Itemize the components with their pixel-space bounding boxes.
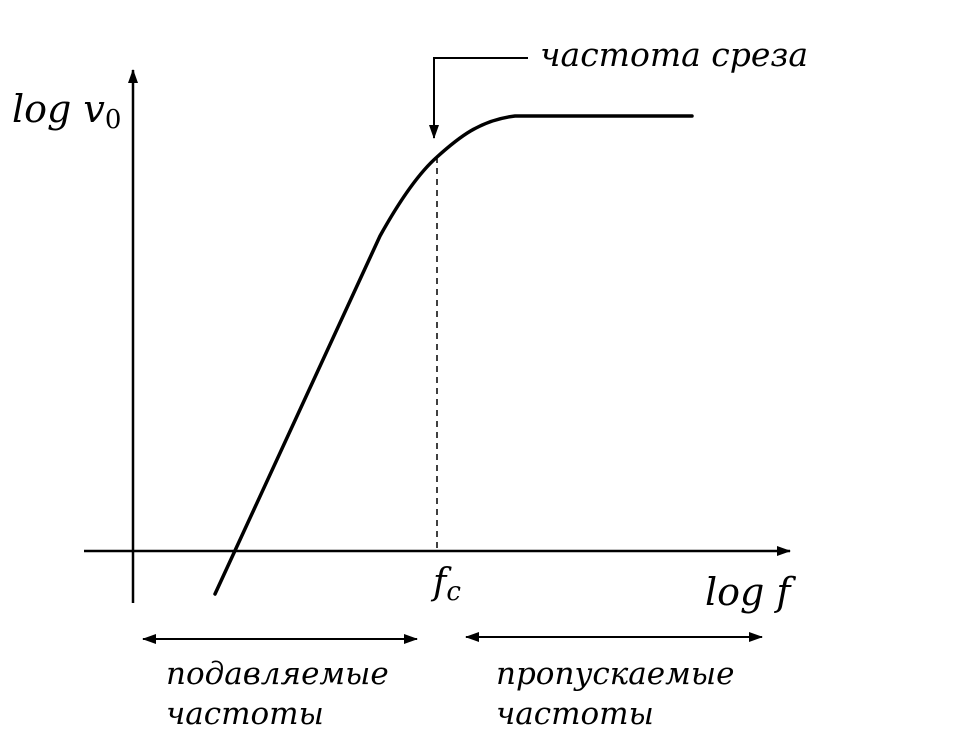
stop-band-label-line2: частоты <box>166 696 324 732</box>
cutoff-annotation: частота среза <box>540 35 808 74</box>
cutoff-pointer-arrow <box>429 57 528 139</box>
response-curve <box>213 114 694 596</box>
x-axis-label: log f <box>705 570 796 614</box>
pass-band-label-line2: частоты <box>496 696 654 732</box>
stop-band-label-line1: подавляемые <box>166 656 389 692</box>
cutoff-frequency-label: fc <box>430 562 461 607</box>
y-axis-label: log v0 <box>12 87 121 135</box>
pass-band-label-line1: пропускаемые <box>496 656 734 692</box>
